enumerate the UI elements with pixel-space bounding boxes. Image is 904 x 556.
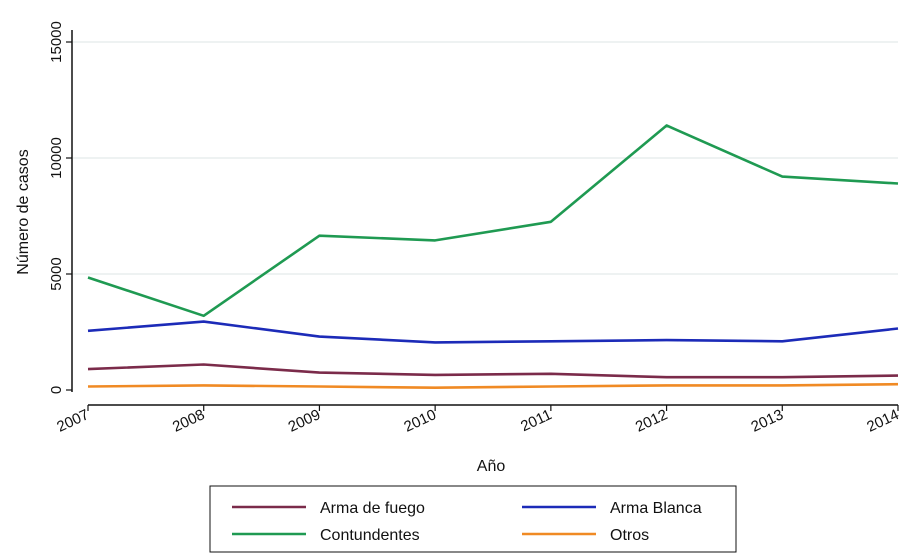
legend: Arma de fuego Arma Blanca Contundentes Otro… [209,485,737,553]
x-tick-label: 2009 [286,406,323,436]
series-line-1 [87,320,899,344]
x-tick-label: 2012 [633,406,670,436]
series-line-3 [87,382,899,390]
y-tick-label: 0 [48,386,65,394]
y-tick-label: 15000 [48,21,65,63]
gridlines [73,41,898,275]
tick-labels: 0 5000 10000 15000 2007 2008 2009 2010 2011 2012 2… [48,21,902,436]
series-line-2 [87,124,899,318]
x-axis-title: Año [477,458,506,475]
legend-label: Arma de fuego [320,500,425,517]
y-tick-label: 5000 [48,257,65,290]
x-tick-label: 2010 [401,406,438,436]
x-tick-label: 2011 [518,406,554,435]
y-tick-label: 10000 [48,137,65,179]
series-lines [87,124,899,390]
x-tick-label: 2007 [54,406,91,436]
x-tick-label: 2013 [749,406,786,436]
axes [66,30,899,411]
series-line-0 [87,363,899,379]
legend-box [209,485,737,553]
x-tick-label: 2008 [170,406,207,436]
legend-label: Contundentes [320,527,420,544]
legend-label: Otros [610,527,649,544]
legend-label: Arma Blanca [610,500,702,517]
y-axis-title: Número de casos [15,149,32,274]
x-tick-label: 2014 [864,406,901,436]
